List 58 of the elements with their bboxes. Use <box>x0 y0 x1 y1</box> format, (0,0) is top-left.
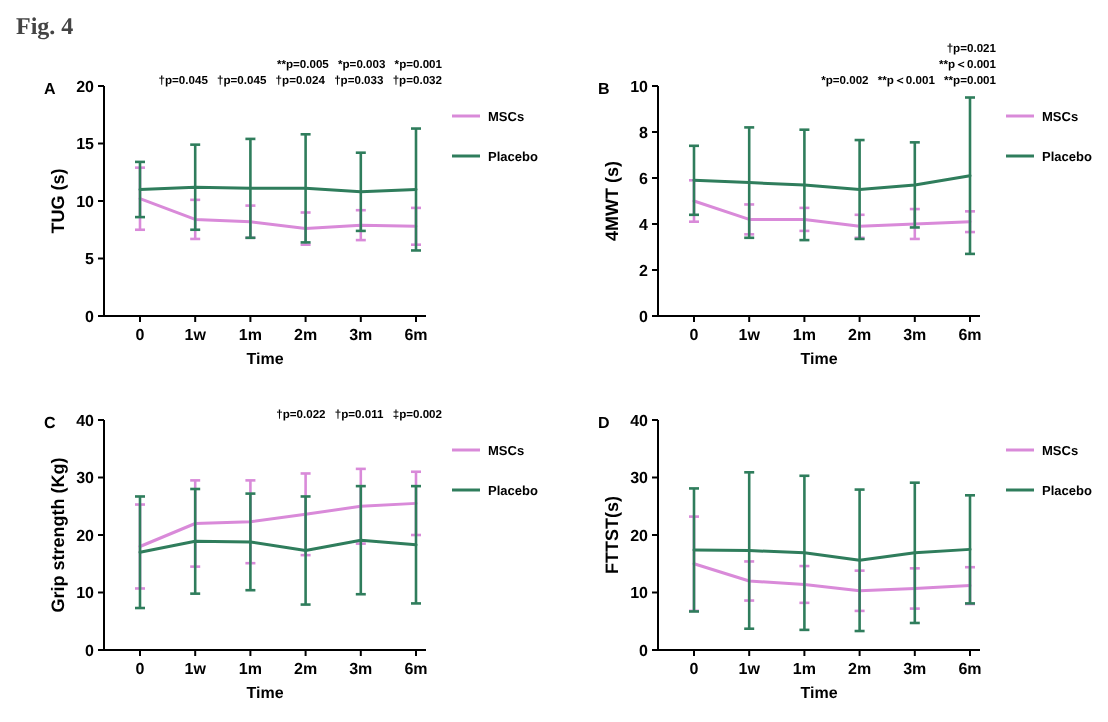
y-tick-label: 20 <box>76 77 96 96</box>
x-tick-label: 3m <box>349 660 373 678</box>
x-tick-label: 1w <box>184 326 208 344</box>
y-tick-label: 30 <box>630 469 650 488</box>
x-tick-label: 6m <box>958 660 982 678</box>
y-tick-label: 10 <box>76 584 96 603</box>
y-tick-label: 10 <box>76 192 96 211</box>
y-tick-label: 0 <box>85 307 96 326</box>
x-tick-label: 1m <box>238 326 262 344</box>
x-tick-label: 0 <box>135 326 146 344</box>
x-axis-title: Time <box>246 350 285 368</box>
y-tick-label: 15 <box>76 135 96 154</box>
y-tick-label: 10 <box>630 584 650 603</box>
y-tick-label: 0 <box>85 641 96 660</box>
y-tick-label: 10 <box>630 77 650 96</box>
x-tick-label: 0 <box>689 660 700 678</box>
y-axis-title: Grip strength (Kg) <box>48 457 68 613</box>
y-tick-label: 5 <box>85 250 96 269</box>
y-tick-label: 30 <box>76 469 96 488</box>
x-axis-title: Time <box>800 350 839 368</box>
y-tick-label: 0 <box>639 641 650 660</box>
x-axis-title: Time <box>800 684 839 702</box>
x-tick-label: 3m <box>903 326 927 344</box>
y-axis-title: TUG (s) <box>48 168 68 234</box>
y-tick-label: 40 <box>630 411 650 430</box>
y-axis-title: FTTST(s) <box>602 496 622 574</box>
y-tick-label: 0 <box>639 307 650 326</box>
x-tick-label: 1m <box>792 326 816 344</box>
x-tick-label: 2m <box>848 326 872 344</box>
caption: Fig. 4 <box>16 12 74 40</box>
y-axis-title: 4MWT (s) <box>602 161 622 241</box>
x-tick-label: 1w <box>738 326 762 344</box>
y-tick-label: 40 <box>76 411 96 430</box>
x-tick-label: 6m <box>958 326 982 344</box>
x-tick-label: 1w <box>184 660 208 678</box>
y-tick-label: 2 <box>639 261 650 280</box>
x-tick-label: 6m <box>404 326 428 344</box>
x-tick-label: 2m <box>294 660 318 678</box>
x-tick-label: 0 <box>135 660 146 678</box>
y-tick-label: 20 <box>630 526 650 545</box>
x-tick-label: 1m <box>238 660 262 678</box>
chart-title: A <box>44 80 56 98</box>
y-tick-label: 8 <box>639 123 650 142</box>
y-tick-label: 6 <box>639 169 650 188</box>
x-tick-label: 1m <box>792 660 816 678</box>
chart-title: C <box>44 414 56 432</box>
x-tick-label: 3m <box>903 660 927 678</box>
chart-title: B <box>598 80 610 98</box>
x-tick-label: 3m <box>349 326 373 344</box>
y-tick-label: 4 <box>639 215 650 234</box>
x-tick-label: 6m <box>404 660 428 678</box>
chart-title: D <box>598 414 610 432</box>
x-tick-label: 0 <box>689 326 700 344</box>
x-axis-title: Time <box>246 684 285 702</box>
y-tick-label: 20 <box>76 526 96 545</box>
x-tick-label: 2m <box>848 660 872 678</box>
x-tick-label: 1w <box>738 660 762 678</box>
x-tick-label: 2m <box>294 326 318 344</box>
